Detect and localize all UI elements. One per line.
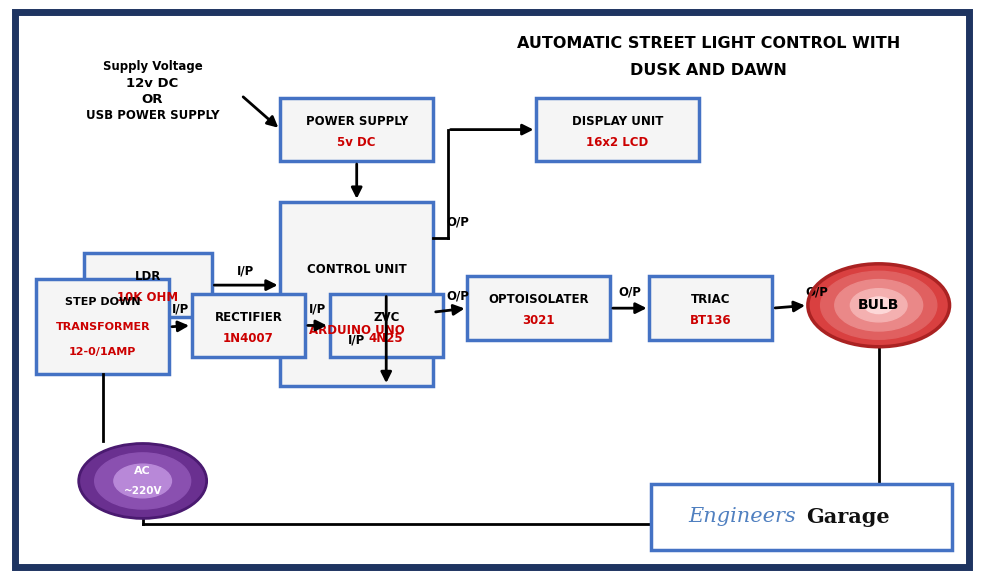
FancyBboxPatch shape — [467, 276, 610, 340]
Text: DUSK AND DAWN: DUSK AND DAWN — [630, 63, 787, 78]
Text: I/P: I/P — [237, 264, 255, 277]
Text: TRIAC: TRIAC — [691, 293, 731, 306]
Text: O/P: O/P — [618, 286, 642, 298]
Circle shape — [808, 264, 950, 347]
Text: Engineers: Engineers — [689, 507, 797, 526]
Text: CONTROL UNIT: CONTROL UNIT — [307, 263, 406, 276]
FancyBboxPatch shape — [649, 276, 772, 340]
Text: I/P: I/P — [348, 334, 365, 346]
FancyBboxPatch shape — [192, 294, 305, 357]
Text: O/P: O/P — [805, 286, 829, 298]
FancyBboxPatch shape — [280, 98, 433, 161]
Text: ~220V: ~220V — [123, 486, 162, 497]
Text: STEP DOWN: STEP DOWN — [65, 297, 141, 307]
Circle shape — [114, 464, 171, 498]
Text: OR: OR — [142, 93, 163, 105]
Text: 12-0/1AMP: 12-0/1AMP — [69, 347, 137, 357]
FancyBboxPatch shape — [15, 12, 969, 567]
Text: 5v DC: 5v DC — [338, 136, 376, 149]
FancyBboxPatch shape — [84, 253, 212, 317]
Text: AUTOMATIC STREET LIGHT CONTROL WITH: AUTOMATIC STREET LIGHT CONTROL WITH — [517, 36, 900, 51]
Text: ZVC: ZVC — [373, 310, 400, 324]
Text: 12v DC: 12v DC — [126, 77, 179, 90]
Text: BT136: BT136 — [690, 314, 732, 327]
Circle shape — [865, 297, 892, 313]
Text: USB POWER SUPPLY: USB POWER SUPPLY — [86, 109, 219, 122]
Text: Garage: Garage — [807, 507, 890, 527]
Circle shape — [834, 279, 923, 331]
FancyBboxPatch shape — [536, 98, 699, 161]
Circle shape — [94, 453, 191, 509]
Text: O/P: O/P — [446, 290, 469, 302]
Text: I/P: I/P — [309, 303, 326, 316]
Text: DISPLAY UNIT: DISPLAY UNIT — [572, 115, 663, 128]
Text: 10K OHM: 10K OHM — [117, 291, 178, 304]
Text: OPTOISOLATER: OPTOISOLATER — [488, 293, 589, 306]
Text: 3021: 3021 — [523, 314, 555, 327]
Text: O/P: O/P — [446, 216, 469, 229]
Circle shape — [850, 289, 907, 322]
Text: POWER SUPPLY: POWER SUPPLY — [306, 115, 407, 128]
FancyBboxPatch shape — [330, 294, 443, 357]
Text: BULB: BULB — [858, 298, 899, 312]
Circle shape — [79, 444, 207, 518]
Text: Supply Voltage: Supply Voltage — [102, 60, 203, 73]
Text: 1N4007: 1N4007 — [223, 332, 274, 344]
FancyBboxPatch shape — [651, 484, 952, 550]
Text: TRANSFORMER: TRANSFORMER — [55, 322, 151, 332]
Text: 4N25: 4N25 — [369, 332, 403, 344]
Text: RECTIFIER: RECTIFIER — [215, 310, 282, 324]
Circle shape — [821, 271, 937, 339]
Text: 16x2 LCD: 16x2 LCD — [586, 136, 648, 149]
Text: LDR: LDR — [135, 270, 160, 283]
Text: I/P: I/P — [172, 303, 189, 316]
Text: ARDUINO UNO: ARDUINO UNO — [309, 324, 404, 337]
Text: AC: AC — [134, 465, 152, 476]
FancyBboxPatch shape — [280, 202, 433, 386]
FancyBboxPatch shape — [36, 279, 169, 374]
